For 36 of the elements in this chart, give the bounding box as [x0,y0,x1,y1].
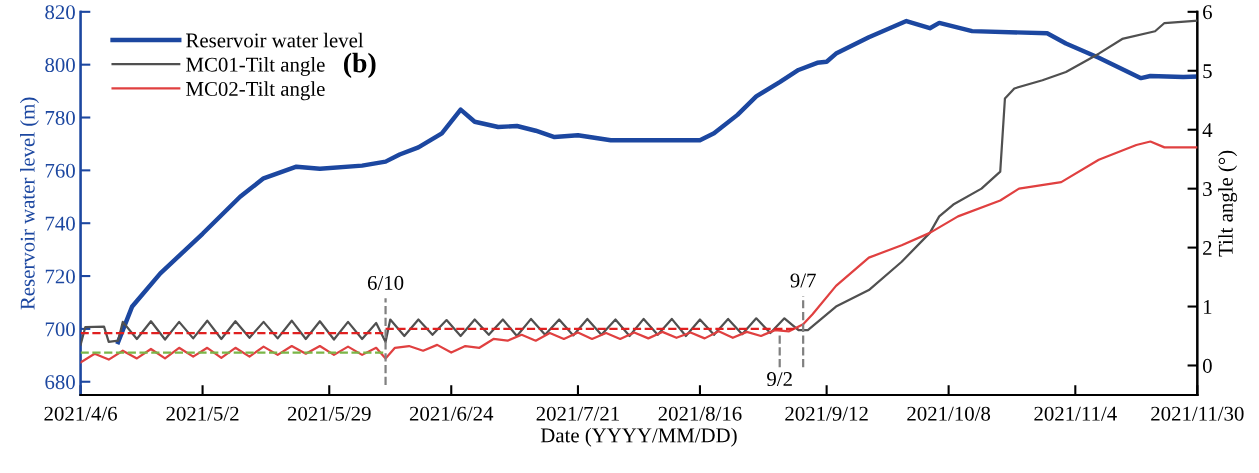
x-tick-label: 2021/4/6 [44,406,117,421]
annotation: 9/7 [790,273,816,288]
legend-label: MC01-Tilt angle [186,57,325,76]
y-tick-label: 820 [45,5,75,20]
y2-tick-label: 1 [1204,300,1212,314]
x-tick-label: 2021/7/21 [536,406,619,421]
y-tick-label: 760 [45,163,75,178]
x-tick-label: 2021/6/24 [409,406,494,421]
x-tick-label: 2021/5/29 [287,406,371,421]
x-tick-label: 2021/10/8 [907,406,991,421]
y-tick-label: 800 [45,58,75,73]
y2-tick-label: 3 [1203,182,1212,197]
y2-tick-label: 2 [1203,241,1212,255]
y2-tick-label: 4 [1202,123,1213,137]
y-tick-label: 700 [45,322,75,337]
y-tick-label: 780 [45,110,75,125]
annotation: 9/2 [767,372,792,387]
x-tick-label: 2021/5/2 [166,406,239,421]
x-tick-label: 2021/11/30 [1151,406,1244,421]
y-axis-title: Reservoir water level (m) [20,97,39,310]
y-tick-label: 680 [45,375,75,390]
y2-tick-label: 0 [1202,358,1212,373]
x-tick-label: 2021/11/4 [1034,406,1117,421]
x-axis-title: Date (YYYY/MM/DD) [540,427,737,447]
annotation: 6/10 [367,275,404,290]
x-tick-label: 2021/9/12 [785,406,868,421]
y-tick-label: 720 [45,269,75,284]
line-series [80,140,1198,364]
y2-tick-label: 6 [1203,5,1212,20]
y2-tick-label: 5 [1203,64,1212,79]
legend-label: MC02-Tilt angle [186,81,325,101]
annotation: (b) [344,52,376,79]
x-tick-label: 2021/8/16 [658,406,742,421]
legend-label: Reservoir water level [186,32,364,48]
y2-axis-title: Tilt angle (°) [1218,150,1238,257]
y-tick-label: 740 [45,216,75,231]
